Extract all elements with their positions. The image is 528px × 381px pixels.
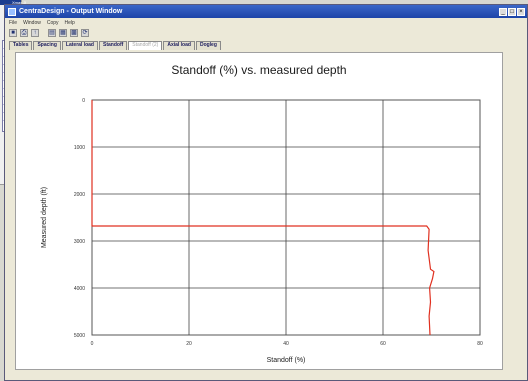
toolbar: ■ ⎙ ↑ ▤ ▦ ▩ ⟳ bbox=[5, 27, 527, 39]
print-icon[interactable]: ⎙ bbox=[20, 29, 28, 37]
save-icon[interactable]: ■ bbox=[9, 29, 17, 37]
grid-icon[interactable]: ▦ bbox=[59, 29, 67, 37]
tab-standoff-2[interactable]: Standoff (2) bbox=[128, 41, 163, 50]
y-tick-label: 3000 bbox=[74, 239, 85, 245]
menu-file[interactable]: File bbox=[9, 19, 18, 26]
menu-window[interactable]: Window bbox=[23, 19, 41, 26]
window-controls: _ □ × bbox=[499, 7, 527, 16]
y-axis-label: Measured depth (ft) bbox=[41, 187, 48, 248]
y-tick-label: 4000 bbox=[74, 286, 85, 292]
close-button[interactable]: × bbox=[517, 7, 525, 16]
x-tick-label: 40 bbox=[283, 341, 289, 347]
menu-bar: File Window Copy Help bbox=[5, 18, 527, 27]
chart-title: Standoff (%) vs. measured depth bbox=[171, 63, 347, 77]
tab-axial-load[interactable]: Axial load bbox=[163, 41, 195, 50]
chart-pane: Standoff (%) vs. measured depth 0 20 40 60 8… bbox=[15, 52, 503, 370]
folder-icon[interactable]: ▤ bbox=[48, 29, 56, 37]
menu-help[interactable]: Help bbox=[64, 19, 75, 26]
tab-tables[interactable]: Tables bbox=[9, 41, 33, 50]
x-tick-label: 60 bbox=[380, 341, 386, 347]
y-tick-label: 0 bbox=[82, 98, 85, 104]
window-title: CentraDesign - Output Window bbox=[19, 8, 123, 15]
background-window-titlebar bbox=[0, 0, 21, 5]
x-axis-label: Standoff (%) bbox=[267, 357, 306, 364]
y-tick-label: 2000 bbox=[74, 192, 85, 198]
tab-standoff[interactable]: Standoff bbox=[99, 41, 128, 50]
series-line-0 bbox=[91, 100, 435, 336]
menu-copy[interactable]: Copy bbox=[46, 19, 59, 26]
toolbar-separator bbox=[42, 29, 45, 37]
tab-bar: Tables Spacing Lateral load Standoff Sta… bbox=[5, 39, 527, 50]
x-tick-label: 0 bbox=[91, 341, 94, 347]
y-tick-label: 1000 bbox=[74, 145, 85, 151]
x-tick-label: 80 bbox=[477, 341, 483, 347]
tab-lateral-load[interactable]: Lateral load bbox=[61, 41, 98, 50]
table-icon[interactable]: ▩ bbox=[70, 29, 78, 37]
refresh-icon[interactable]: ⟳ bbox=[81, 29, 89, 37]
arrow-icon[interactable]: ↑ bbox=[31, 29, 39, 37]
x-tick-label: 20 bbox=[186, 341, 192, 347]
app-icon bbox=[8, 7, 16, 16]
minimize-button[interactable]: _ bbox=[499, 7, 507, 16]
background-window-caption: Xmax Jl bbox=[12, 0, 27, 5]
title-bar[interactable]: CentraDesign - Output Window _ □ × bbox=[5, 5, 527, 18]
y-tick-label: 5000 bbox=[74, 333, 85, 339]
chart-svg: 0 20 40 60 80 0 1000 2000 3000 4000 5000 Standoff (… bbox=[41, 98, 483, 364]
maximize-button[interactable]: □ bbox=[508, 7, 516, 16]
tab-spacing[interactable]: Spacing bbox=[33, 41, 61, 50]
tab-dogleg[interactable]: Dogleg bbox=[195, 41, 221, 50]
